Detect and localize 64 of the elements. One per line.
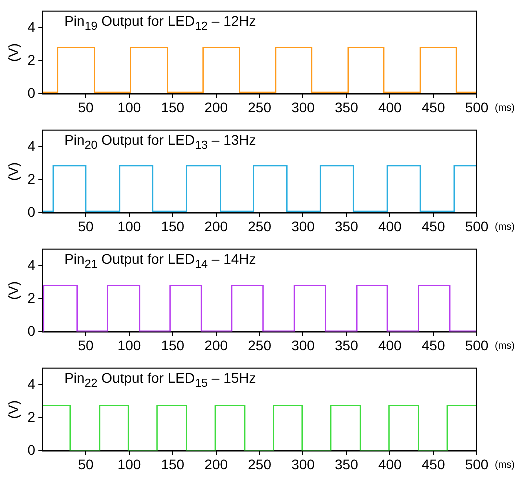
y-tick-label: 2: [28, 170, 36, 187]
x-tick-label: 100: [118, 337, 142, 354]
x-tick-label: 200: [204, 218, 228, 234]
x-tick-label: 150: [161, 218, 185, 234]
chart-title: Pin$_{21}$ Output for LED$_{14}$ – 14Hz: [64, 251, 256, 272]
x-tick-label: 50: [78, 337, 94, 354]
y-tick-label: 4: [28, 18, 36, 35]
x-axis-title: (ms): [495, 460, 515, 472]
x-tick-label: 250: [248, 218, 272, 234]
x-tick-label: 250: [248, 99, 272, 116]
x-tick-label: 50: [78, 99, 94, 116]
x-tick-label: 350: [334, 99, 359, 116]
x-tick-label: 300: [292, 337, 316, 354]
y-tick-label: 2: [28, 408, 36, 425]
y-tick-label: 4: [28, 376, 36, 392]
x-tick-label: 350: [334, 337, 359, 354]
x-tick-label: 500: [465, 456, 489, 472]
x-tick-label: 150: [161, 99, 185, 116]
chart-title: Pin$_{22}$ Output for LED$_{15}$ – 15Hz: [64, 370, 256, 390]
chart-title: Pin$_{19}$ Output for LED$_{12}$ – 12Hz: [64, 13, 256, 34]
y-axis-title: (V): [5, 400, 22, 420]
x-tick-label: 400: [378, 99, 402, 116]
y-tick-label: 4: [28, 256, 36, 273]
x-tick-label: 400: [378, 218, 402, 234]
x-tick-label: 500: [465, 337, 489, 354]
y-tick-label: 2: [28, 290, 36, 306]
x-axis-title: (ms): [495, 103, 515, 114]
x-tick-label: 100: [118, 218, 142, 234]
x-tick-label: 50: [78, 456, 94, 472]
x-tick-label: 300: [292, 456, 316, 472]
y-axis-title: (V): [5, 162, 22, 182]
x-tick-label: 300: [292, 218, 316, 234]
y-axis-title: (V): [5, 43, 22, 62]
x-tick-label: 250: [248, 337, 272, 354]
chart-title: Pin$_{20}$ Output for LED$_{13}$ – 13Hz: [64, 132, 256, 152]
x-tick-label: 200: [204, 337, 228, 354]
x-tick-label: 500: [465, 99, 489, 116]
x-tick-label: 50: [78, 218, 94, 234]
x-tick-label: 250: [248, 456, 272, 472]
x-tick-label: 450: [422, 218, 446, 234]
y-tick-label: 0: [28, 442, 36, 458]
x-tick-label: 450: [422, 456, 446, 472]
x-tick-label: 150: [161, 337, 185, 354]
x-tick-label: 150: [161, 456, 185, 472]
x-tick-label: 200: [204, 456, 228, 472]
y-tick-label: 4: [28, 138, 36, 154]
x-tick-label: 300: [292, 99, 316, 116]
x-tick-label: 100: [118, 99, 142, 116]
x-tick-label: 200: [204, 99, 228, 116]
y-axis-title: (V): [5, 281, 22, 300]
x-tick-label: 100: [118, 456, 142, 472]
y-tick-label: 2: [28, 52, 36, 68]
x-axis-title: (ms): [495, 222, 515, 234]
y-tick-label: 0: [28, 85, 36, 102]
x-tick-label: 400: [378, 456, 402, 472]
y-tick-label: 0: [28, 323, 36, 340]
x-tick-label: 350: [334, 218, 359, 234]
x-tick-label: 400: [378, 337, 402, 354]
x-tick-label: 450: [422, 337, 446, 354]
x-tick-label: 450: [422, 99, 446, 116]
x-axis-title: (ms): [495, 341, 515, 352]
x-tick-label: 350: [334, 456, 359, 472]
x-tick-label: 500: [465, 218, 489, 234]
y-tick-label: 0: [28, 204, 36, 220]
